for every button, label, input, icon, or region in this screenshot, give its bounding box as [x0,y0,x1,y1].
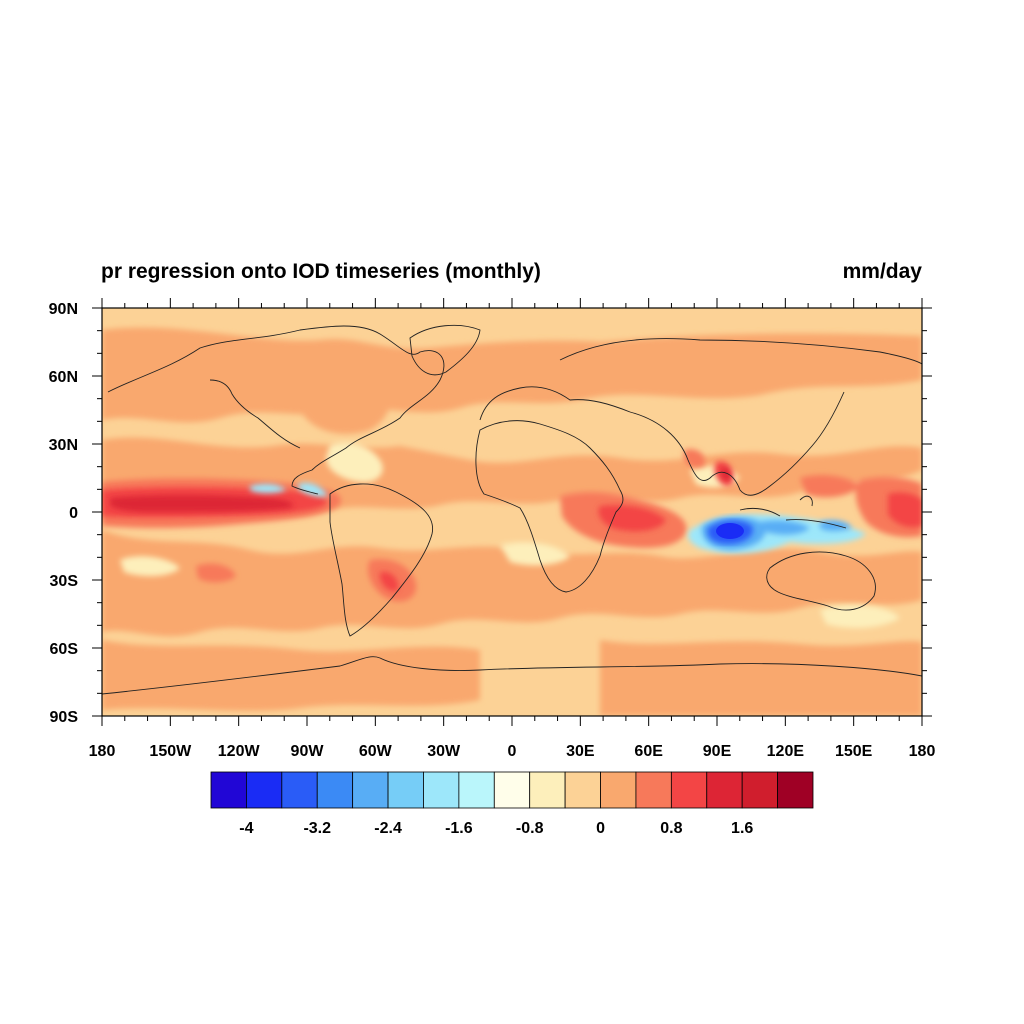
latitude-label: 60N [49,369,78,386]
colorbar-label: -0.8 [516,820,544,837]
colorbar-swatch [600,771,637,809]
latitude-label: 0 [69,505,78,522]
colorbar-label: -4 [239,820,253,837]
longitude-label: 90E [703,743,732,760]
colorbar-swatch [635,771,672,809]
colorbar-swatch [706,771,743,809]
longitude-label: 150E [835,743,873,760]
latitude-ticks: 90N 60N 30N 0 30S 60S 90S [49,301,932,726]
longitude-label: 120W [218,743,261,760]
colorbar-label: -1.6 [445,820,473,837]
colorbar: -4 -3.2 -2.4 -1.6 -0.8 0 0.8 1.6 [210,771,814,837]
colorbar-swatch [529,771,566,809]
colorbar-swatch [493,771,531,809]
longitude-label: 60E [634,743,663,760]
latitude-label: 90S [50,709,79,726]
plot-title: pr regression onto IOD timeseries (month… [101,260,541,283]
longitude-label: 0 [508,743,517,760]
longitude-label: 180 [89,743,116,760]
colorbar-label: -2.4 [374,820,402,837]
colorbar-swatch [458,771,495,809]
colorbar-swatch [777,771,814,809]
units-label: mm/day [842,260,922,283]
colorbar-swatch [352,771,389,809]
colorbar-swatch [670,771,708,809]
longitude-label: 90W [291,743,325,760]
colorbar-swatch [423,771,460,809]
colorbar-swatch [281,771,318,809]
colorbar-swatch [741,771,778,809]
latitude-label: 60S [50,641,79,658]
longitude-label: 150W [149,743,192,760]
latitude-label: 30N [49,437,78,454]
longitude-label: 180 [909,743,936,760]
longitude-label: 30W [427,743,461,760]
colorbar-swatch [246,771,283,809]
latitude-label: 30S [50,573,79,590]
colorbar-label: 0 [596,820,605,837]
latitude-label: 90N [49,301,78,318]
colorbar-label: 1.6 [731,820,753,837]
colorbar-swatch [210,771,247,809]
colorbar-swatch [316,771,354,809]
coastlines [102,324,922,695]
longitude-ticks: 180 150W 120W 90W 60W 30W 0 30E 60E 90E 120E 150E 18… [89,298,936,760]
colorbar-label: 0.8 [660,820,682,837]
colorbar-swatch [387,771,424,809]
colorbar-swatch [564,771,601,809]
precipitation-field [102,308,922,716]
longitude-label: 30E [566,743,595,760]
longitude-label: 60W [359,743,393,760]
colorbar-label: -3.2 [303,820,331,837]
longitude-label: 120E [767,743,805,760]
